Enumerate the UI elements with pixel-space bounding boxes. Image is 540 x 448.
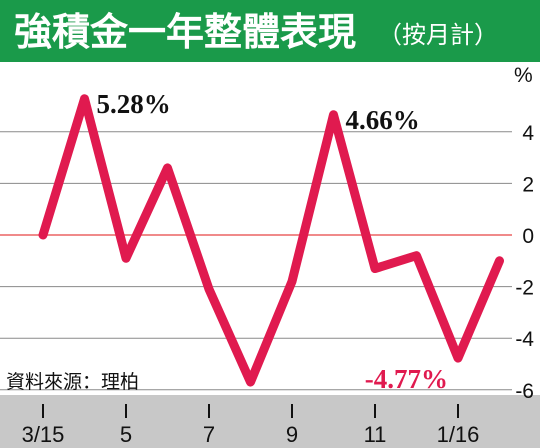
chart-subtitle: （按月計） — [378, 21, 498, 49]
y-tick-label: -4 — [515, 328, 534, 351]
data-label: 5.28% — [97, 89, 171, 119]
x-tick-label: 5 — [120, 422, 132, 447]
series-group — [38, 94, 504, 387]
data-label: 4.66% — [346, 105, 420, 135]
x-tick-label: 9 — [286, 422, 298, 447]
y-axis-unit: % — [514, 64, 533, 87]
x-tick-label: 3/15 — [22, 422, 65, 447]
data-label: -4.77% — [365, 364, 448, 394]
source-note: 資料來源：理柏 — [6, 371, 139, 393]
series-line — [38, 94, 504, 387]
x-axis-band — [0, 395, 540, 448]
x-axis-ticks: 3/15 5 7 9 11 1/16 — [22, 404, 480, 447]
y-tick-label: 0 — [522, 225, 534, 248]
annotations: 5.28% 4.66% -4.77% — [97, 89, 449, 394]
y-tick-label: -2 — [515, 277, 534, 300]
y-tick-label: 4 — [522, 122, 534, 145]
x-tick-label: 11 — [364, 422, 387, 447]
y-axis-ticks: -6 -4 -2 0 2 4 — [515, 122, 534, 403]
y-tick-label: 2 — [522, 173, 534, 196]
header-band — [0, 0, 540, 62]
grid-lines — [0, 131, 512, 391]
x-tick-label: 1/16 — [437, 422, 480, 447]
x-tick-label: 7 — [203, 422, 215, 447]
chart-title: 強積金一年整體表現 — [14, 10, 356, 54]
y-tick-label: -6 — [515, 380, 534, 403]
